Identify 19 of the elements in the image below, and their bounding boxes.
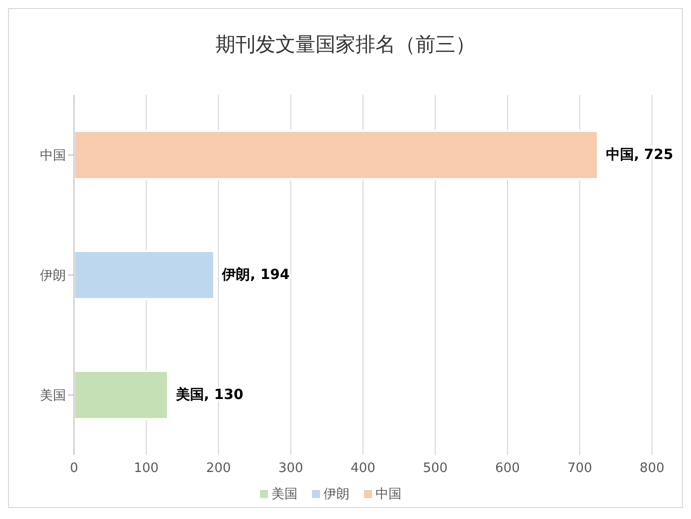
x-tick-label: 0 <box>70 461 78 476</box>
y-tick-label: 中国 <box>40 148 66 164</box>
data-label: 美国, 130 <box>174 386 244 403</box>
x-tick-label: 600 <box>495 461 520 476</box>
x-tick-label: 500 <box>422 461 448 476</box>
legend-label: 中国 <box>374 486 402 503</box>
x-tick-label: 400 <box>350 461 376 476</box>
data-label: 伊朗, 194 <box>221 266 290 283</box>
legend-label: 美国 <box>270 486 298 503</box>
x-tick-label: 800 <box>640 461 664 476</box>
x-tick-label: 700 <box>567 461 592 476</box>
chart-title: 期刊发文量国家排名（前三） <box>214 31 476 58</box>
x-tick-label: 100 <box>134 461 159 476</box>
legend-label: 伊朗 <box>322 486 350 503</box>
y-tick-label: 伊朗 <box>40 268 66 284</box>
x-tick-label: 200 <box>206 461 231 476</box>
x-tick-label: 300 <box>278 461 304 476</box>
y-tick-label: 美国 <box>40 388 66 404</box>
data-label: 中国, 725 <box>606 147 674 163</box>
